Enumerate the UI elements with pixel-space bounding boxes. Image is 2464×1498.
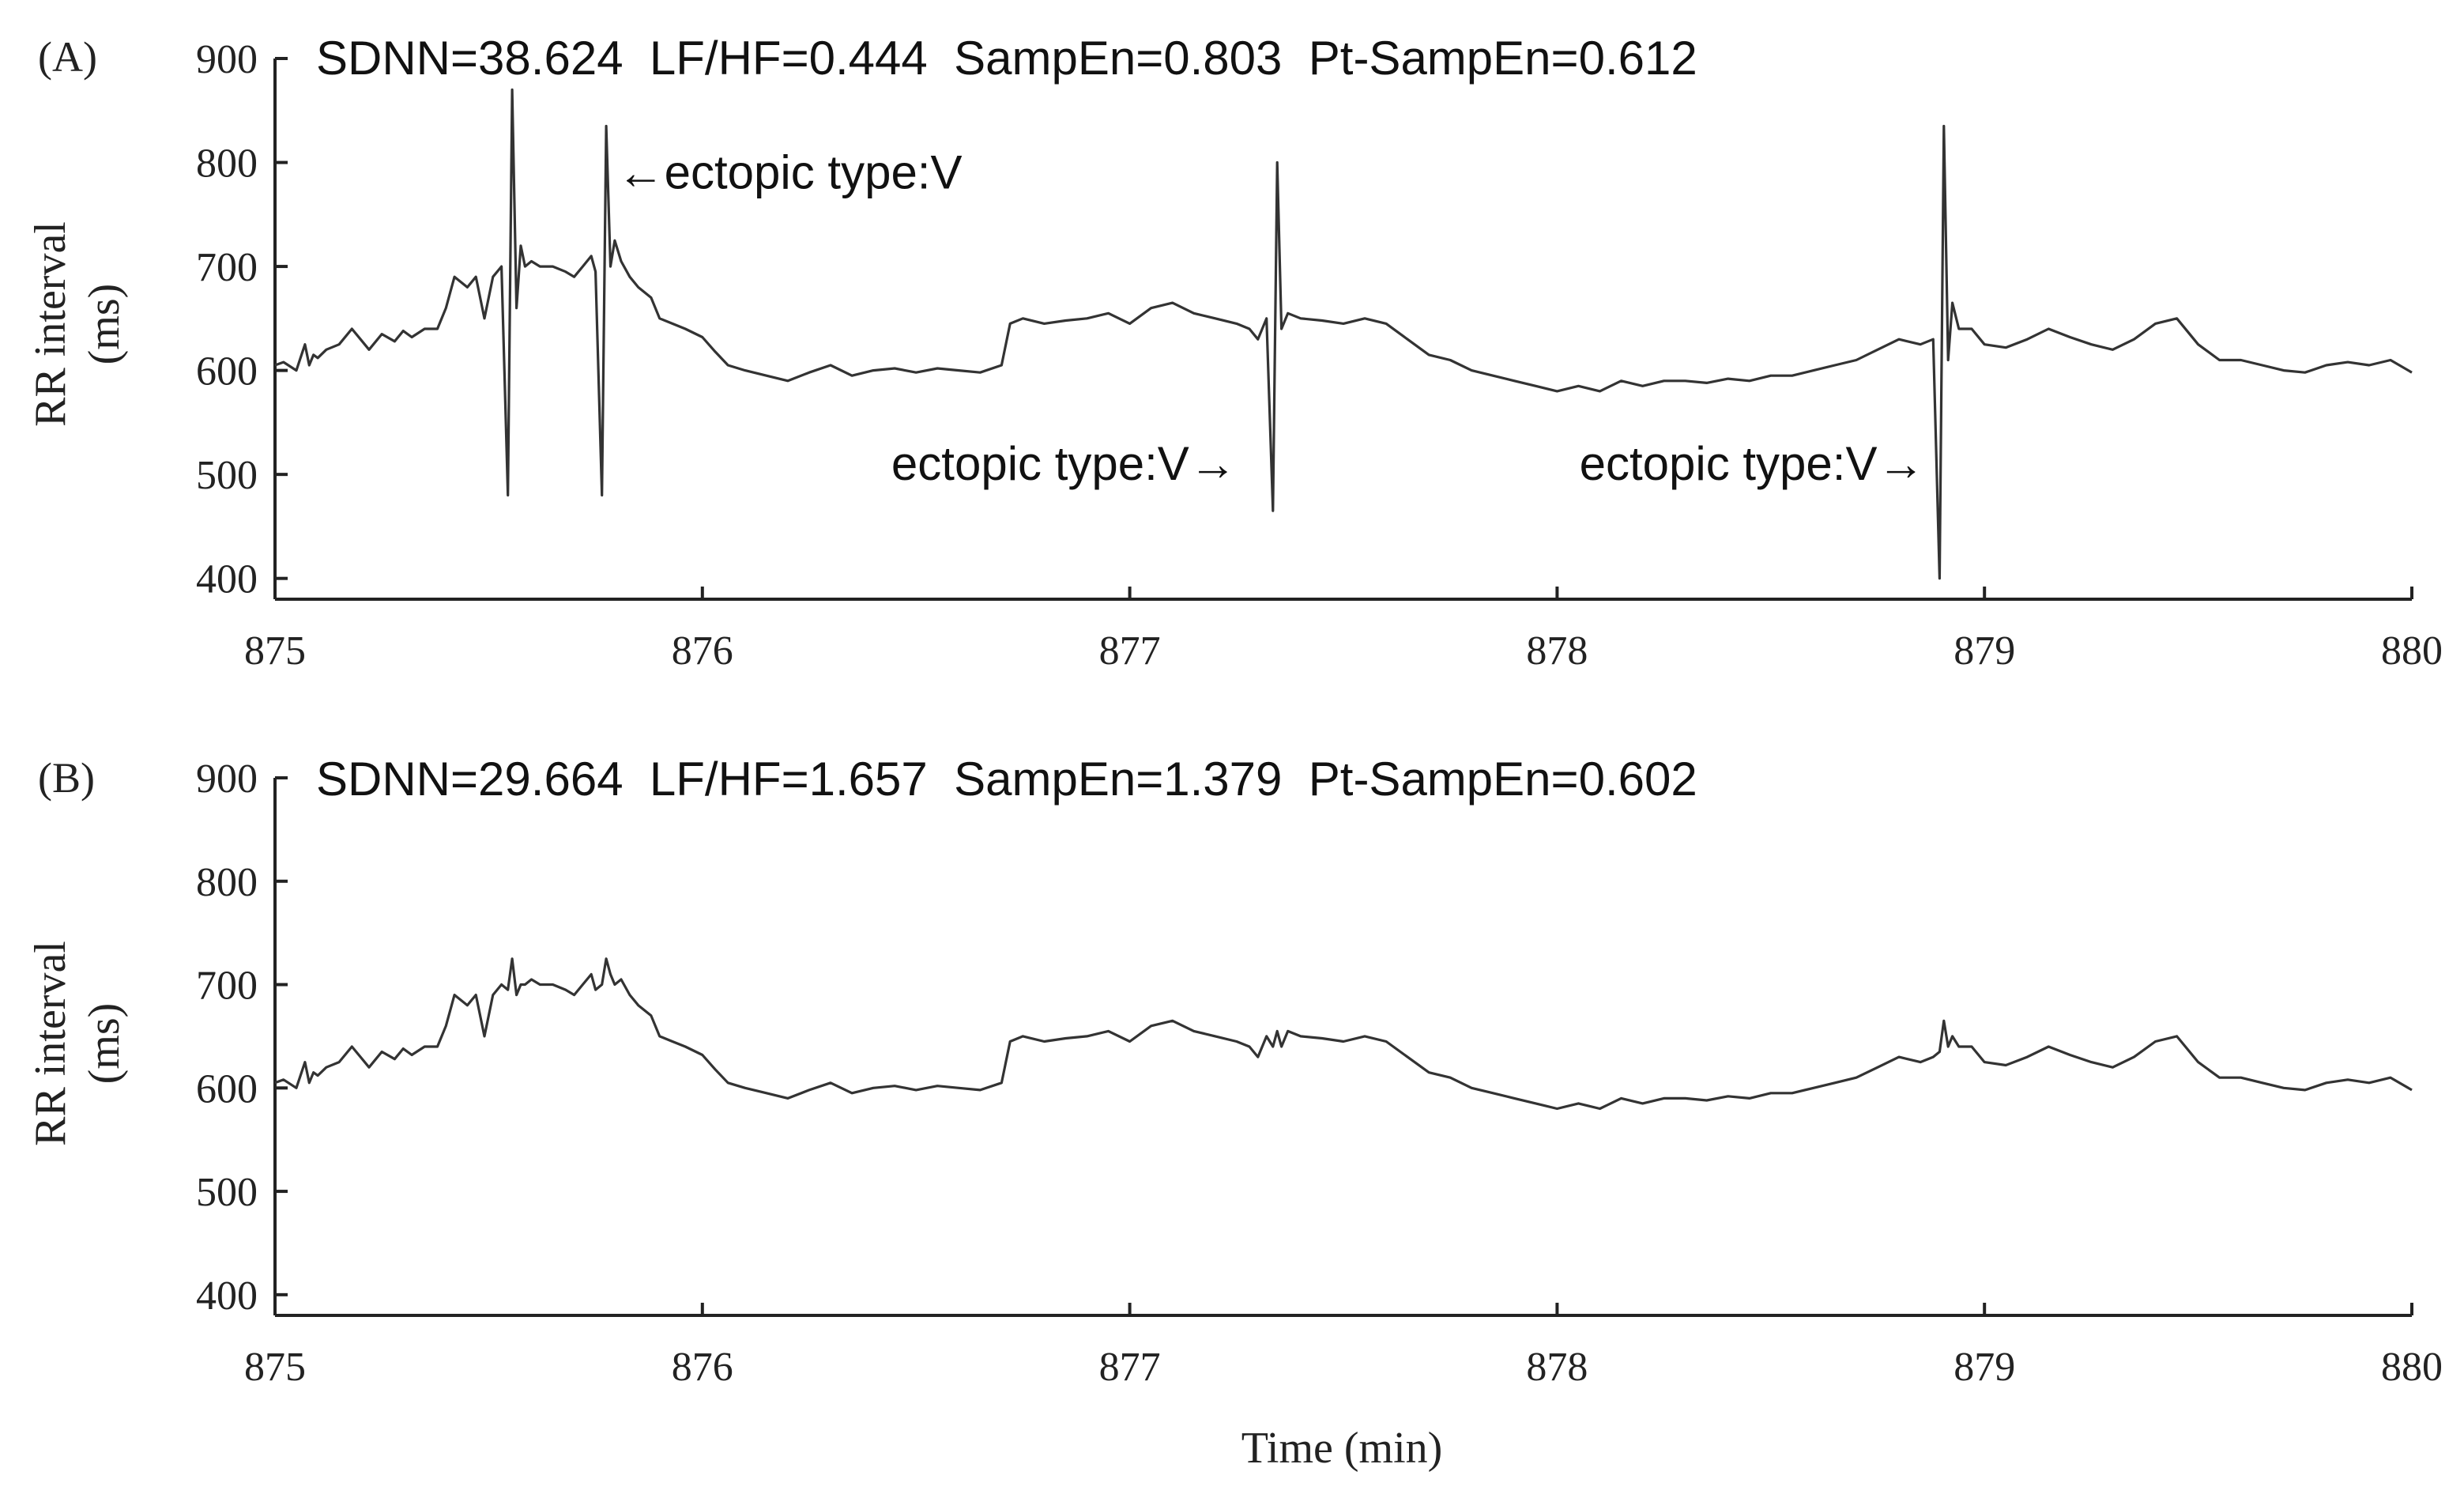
- panel-a-annotation: ectopic type:V→: [1580, 437, 1925, 490]
- panel-a-y-tick-label: 800: [196, 141, 258, 187]
- panel-a-y-tick-label: 600: [196, 349, 258, 394]
- panel-b-stats: SDNN=29.664 LF/HF=1.657 SampEn=1.379 Pt-…: [316, 753, 1697, 806]
- panel-b-x-tick-label: 875: [244, 1345, 306, 1390]
- panel-b-xlabel: Time (min): [1241, 1424, 1443, 1473]
- panel-a-x-ticks: 875 876 877 878 879 880: [244, 587, 2443, 674]
- panel-a-y-tick-label: 500: [196, 453, 258, 498]
- panel-b-x-tick-label: 876: [672, 1345, 733, 1390]
- panel-b-y-tick-label: 800: [196, 860, 258, 905]
- panel-b-x-tick-label: 878: [1526, 1345, 1588, 1390]
- panel-b-y-tick-label: 500: [196, 1170, 258, 1215]
- panel-a-stats: SDNN=38.624 LF/HF=0.444 SampEn=0.803 Pt-…: [316, 32, 1697, 85]
- panel-a-y-ticks: 400 500 600 700 800 900: [196, 37, 288, 602]
- panel-b-ylabel: RR interval: [26, 941, 75, 1146]
- panel-a-x-tick-label: 878: [1526, 628, 1588, 674]
- panel-a-y-tick-label: 700: [196, 245, 258, 290]
- panel-a-series: [274, 88, 2413, 580]
- panel-b-ylabel-unit: (ms): [80, 1003, 129, 1085]
- panel-a-annotation: ←ectopic type:V: [617, 146, 963, 199]
- panel-a-ylabel-unit: (ms): [80, 284, 129, 365]
- panel-b-x-tick-label: 879: [1953, 1345, 2015, 1390]
- panel-b-series: [274, 957, 2413, 1111]
- panel-a: (A) SDNN=38.624 LF/HF=0.444 SampEn=0.803…: [26, 32, 2443, 674]
- panel-b-y-tick-label: 900: [196, 757, 258, 802]
- panel-a-ylabel: RR interval: [26, 221, 75, 427]
- panel-a-series-line: [274, 88, 2413, 580]
- panel-a-annotations: ←ectopic type:V ectopic type:V→ ectopic ty…: [617, 146, 1925, 490]
- panel-b-label: (B): [38, 754, 95, 802]
- panel-b-y-tick-label: 700: [196, 964, 258, 1009]
- panel-a-x-tick-label: 875: [244, 628, 306, 674]
- panel-b-series-line: [274, 957, 2413, 1111]
- panel-b-x-tick-label: 880: [2381, 1345, 2443, 1390]
- panel-a-axes: [273, 58, 2412, 601]
- panel-a-y-tick-label: 900: [196, 37, 258, 82]
- panel-b-y-tick-label: 600: [196, 1066, 258, 1111]
- panel-b-y-ticks: 400 500 600 700 800 900: [196, 757, 288, 1319]
- panel-a-x-tick-label: 880: [2381, 628, 2443, 674]
- panel-a-x-tick-label: 876: [672, 628, 733, 674]
- panel-b: (B) SDNN=29.664 LF/HF=1.657 SampEn=1.379…: [26, 753, 2443, 1473]
- panel-a-y-tick-label: 400: [196, 557, 258, 602]
- panel-b-x-tick-label: 877: [1099, 1345, 1161, 1390]
- panel-b-x-ticks: 875 876 877 878 879 880: [244, 1303, 2443, 1390]
- panel-a-label: (A): [38, 33, 97, 81]
- panel-a-x-tick-label: 879: [1953, 628, 2015, 674]
- panel-a-x-tick-label: 877: [1099, 628, 1161, 674]
- panel-b-y-tick-label: 400: [196, 1273, 258, 1319]
- panel-a-annotation: ectopic type:V→: [891, 437, 1237, 490]
- panel-b-axes: [273, 778, 2412, 1317]
